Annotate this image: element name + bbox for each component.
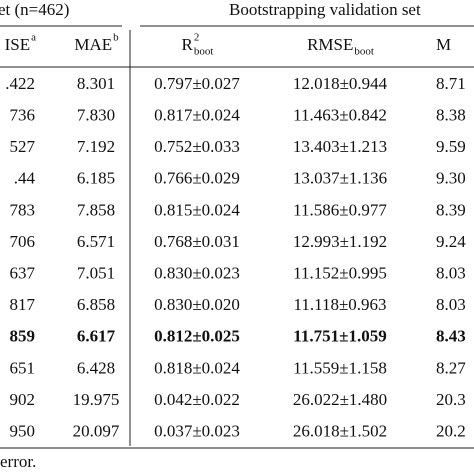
table-cell: 7.051	[77, 264, 115, 283]
table-cell: 20.097	[73, 422, 120, 441]
table-cell: 902	[10, 390, 36, 409]
column-header-sup: a	[31, 32, 36, 44]
column-header-sup: b	[113, 32, 119, 44]
table-cell: 13.403±1.213	[293, 137, 387, 156]
column-header: R	[182, 35, 194, 54]
table-cell: 0.830±0.023	[154, 264, 240, 283]
table-cell: 651	[10, 358, 36, 377]
table-cell: 11.751±1.059	[293, 327, 386, 346]
table-cell: 11.559±1.158	[293, 358, 387, 377]
table-cell: 7.192	[77, 137, 115, 156]
table-cell: 0.812±0.025	[154, 327, 240, 346]
table-cell: 859	[10, 327, 36, 346]
table-cell: 9.30	[436, 169, 466, 188]
table-cell: 817	[10, 295, 36, 314]
table-cell: 8.43	[436, 327, 466, 346]
column-header-sub: boot	[354, 46, 374, 58]
table-cell: 8.03	[436, 264, 466, 283]
table-cell: 6.428	[77, 358, 115, 377]
table-cell: 0.797±0.027	[154, 74, 240, 93]
table-cell: 6.858	[77, 295, 115, 314]
table-cell: 9.24	[436, 232, 466, 251]
table-cell: 0.766±0.029	[154, 169, 240, 188]
table-cell: 0.817±0.024	[154, 106, 240, 125]
table-cell: 950	[10, 422, 36, 441]
table-cell: 26.018±1.502	[293, 422, 387, 441]
table-cell: 0.042±0.022	[154, 390, 240, 409]
table-cell: 20.2	[436, 422, 466, 441]
column-header: RMSE	[307, 35, 353, 54]
table-cell: 11.118±0.963	[293, 295, 386, 314]
table-cell: 26.022±1.480	[293, 390, 387, 409]
table-cell: 8.301	[77, 74, 115, 93]
table-cell: 9.59	[436, 137, 466, 156]
table-cell: .44	[14, 169, 36, 188]
table-cell: 0.815±0.024	[154, 200, 240, 219]
column-header-sup: 2	[194, 32, 200, 44]
table-cell: 783	[10, 200, 36, 219]
column-header-sub: boot	[194, 46, 214, 58]
table-cell: 0.830±0.020	[154, 295, 240, 314]
table-cell: 6.185	[77, 169, 115, 188]
table-cell: 736	[10, 106, 36, 125]
table-cell: 0.752±0.033	[154, 137, 240, 156]
table-cell: 6.571	[77, 232, 115, 251]
table-cell: 0.818±0.024	[154, 358, 240, 377]
table-cell: 706	[10, 232, 36, 251]
column-header: ISE	[5, 35, 31, 54]
table-cell: 7.830	[77, 106, 115, 125]
table-cell: 6.617	[77, 327, 116, 346]
group-header: Bootstrapping validation set	[229, 0, 421, 19]
footnote: error.	[0, 452, 36, 471]
table-cell: 7.858	[77, 200, 115, 219]
table-cell: 19.975	[73, 390, 120, 409]
group-header: et (n=462)	[0, 0, 69, 19]
table-cell: 527	[10, 137, 36, 156]
table-cell: 0.037±0.023	[154, 422, 240, 441]
table-cell: 637	[10, 264, 36, 283]
table-cell: 12.018±0.944	[293, 74, 388, 93]
table-cell: 13.037±1.136	[293, 169, 387, 188]
table-cell: 11.463±0.842	[293, 106, 387, 125]
table-cell: 12.993±1.192	[293, 232, 387, 251]
table-cell: 11.586±0.977	[293, 200, 387, 219]
table-cell: .422	[5, 74, 35, 93]
table-cell: 8.39	[436, 200, 466, 219]
table-cell: 8.38	[436, 106, 466, 125]
table-cell: 0.768±0.031	[154, 232, 240, 251]
table-cell: 20.3	[436, 390, 466, 409]
table-cell: 8.71	[436, 74, 466, 93]
column-header: MAE	[74, 35, 112, 54]
table-cell: 11.152±0.995	[293, 264, 387, 283]
column-header: M	[436, 35, 451, 54]
table-cell: 8.03	[436, 295, 466, 314]
table-cell: 8.27	[436, 358, 466, 377]
